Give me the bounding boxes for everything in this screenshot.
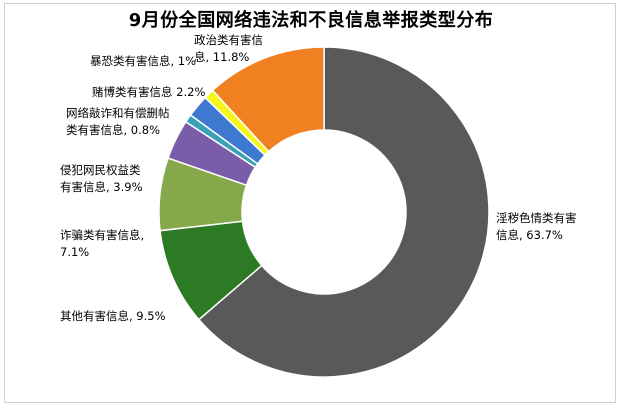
donut-slices bbox=[159, 47, 489, 377]
slice-label-line: 7.1% bbox=[60, 245, 89, 259]
slice-label-line: 诈骗类有害信息, bbox=[60, 228, 144, 242]
slice-label-line: 网络敲诈和有偿删帖 bbox=[66, 106, 170, 120]
slice-label-2: 诈骗类有害信息, 7.1% bbox=[60, 228, 144, 259]
slice-label-4: 网络敲诈和有偿删帖类有害信息, 0.8% bbox=[66, 106, 170, 137]
slice-label-1: 其他有害信息, 9.5% bbox=[60, 309, 166, 323]
slice-label-line: 息, 11.8% bbox=[194, 50, 249, 64]
slice-label-6: 暴恐类有害信息, 1% bbox=[90, 54, 196, 68]
slice-label-7: 政治类有害信息, 11.8% bbox=[194, 33, 263, 64]
slice-label-line: 信息, 63.7% bbox=[496, 228, 563, 242]
slice-label-line: 赌博类有害信息 2.2% bbox=[92, 85, 205, 99]
slice-label-line: 暴恐类有害信息, 1% bbox=[90, 54, 196, 68]
slice-label-line: 其他有害信息, 9.5% bbox=[60, 309, 166, 323]
slice-label-0: 淫秽色情类有害信息, 63.7% bbox=[496, 211, 577, 242]
slice-label-line: 类有害信息, 0.8% bbox=[66, 123, 160, 137]
slice-label-line: 侵犯网民权益类 bbox=[60, 163, 141, 177]
slice-label-3: 侵犯网民权益类有害信息, 3.9% bbox=[60, 163, 143, 194]
slice-label-line: 有害信息, 3.9% bbox=[60, 180, 143, 194]
slice-label-line: 淫秽色情类有害 bbox=[496, 211, 577, 225]
slice-label-5: 赌博类有害信息 2.2% bbox=[92, 85, 205, 99]
slice-label-line: 政治类有害信 bbox=[194, 33, 263, 47]
